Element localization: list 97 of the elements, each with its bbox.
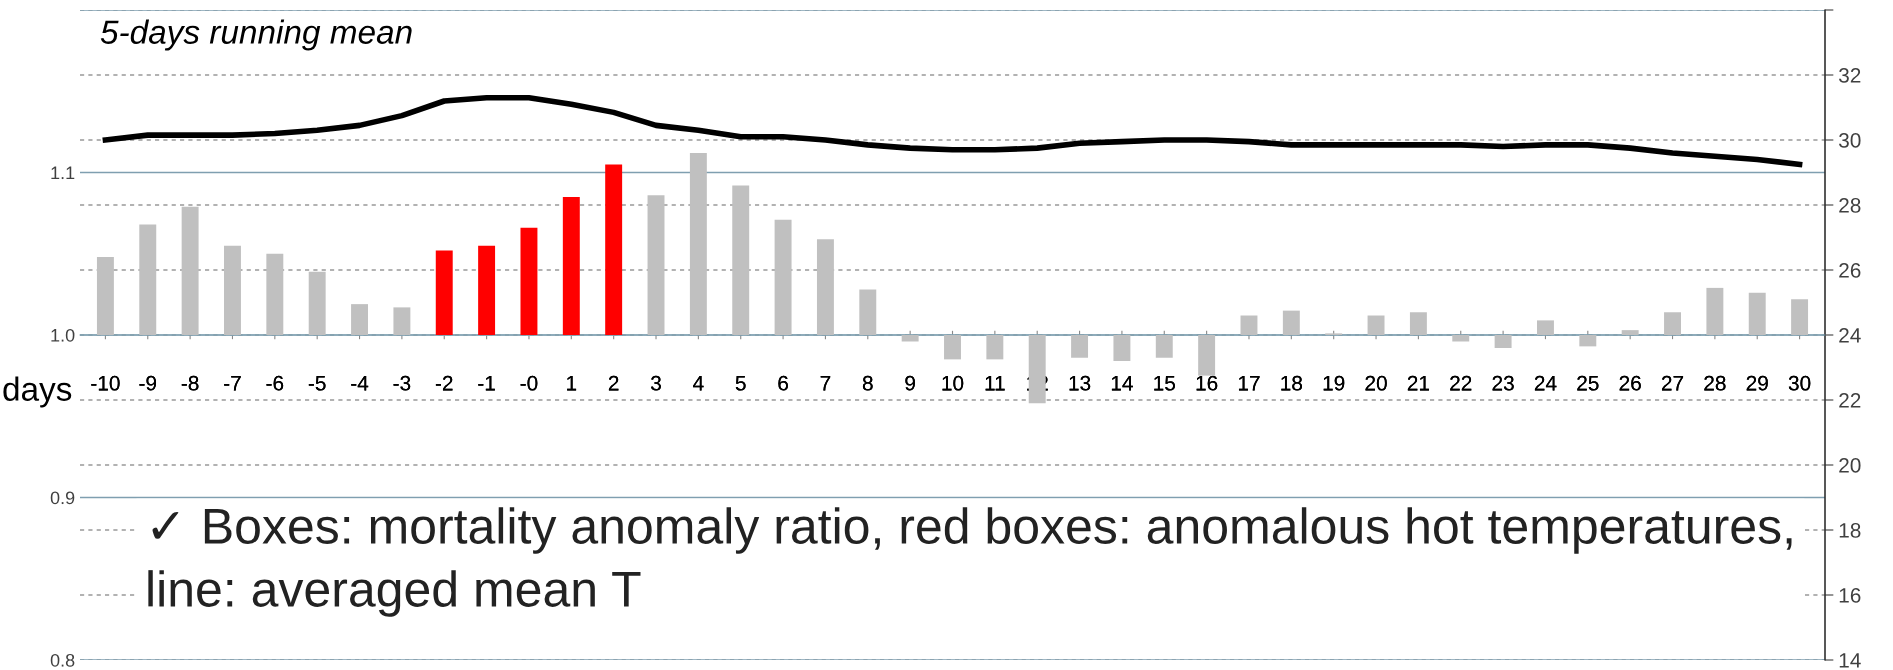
- bar: [139, 224, 157, 335]
- x-tick-label: 25: [1577, 375, 1599, 391]
- bar: [1198, 335, 1216, 376]
- y-tick-label: 0.9: [50, 491, 75, 505]
- x-tick-label: 23: [1492, 375, 1514, 391]
- x-tick-label: 8: [862, 375, 873, 391]
- x-tick-label: -3: [393, 375, 411, 391]
- bar: [1028, 335, 1046, 404]
- bar: [1155, 335, 1173, 358]
- x-tick-label: 27: [1661, 375, 1684, 391]
- bar: [1452, 335, 1470, 342]
- bar: [774, 219, 792, 335]
- y2-tick-label: 14: [1839, 653, 1861, 668]
- bar: [1621, 330, 1639, 335]
- x-tick-label: 5: [735, 376, 746, 391]
- x-tick-label: 26: [1619, 375, 1641, 391]
- bar: [224, 245, 241, 335]
- x-tick-label: 21: [1407, 375, 1429, 391]
- bar: [1494, 335, 1512, 348]
- bar: [435, 250, 453, 335]
- x-tick-label: 2: [608, 375, 619, 391]
- bar: [1409, 312, 1427, 335]
- bar: [1071, 335, 1089, 358]
- bar: [732, 185, 750, 335]
- y2-tick-label: 24: [1839, 328, 1861, 343]
- x-tick-label: 16: [1196, 375, 1218, 391]
- y2-tick-label: 16: [1839, 588, 1861, 603]
- bar: [944, 335, 961, 360]
- x-tick-label: 3: [651, 375, 661, 391]
- x-tick-label: 14: [1111, 376, 1133, 391]
- x-tick-label: 30: [1788, 375, 1811, 391]
- bar: [478, 245, 496, 335]
- x-tick-label: 1: [567, 376, 577, 391]
- bar: [181, 206, 199, 335]
- x-tick-label: 15: [1154, 376, 1175, 391]
- bar: [647, 195, 665, 335]
- bar: [520, 227, 538, 335]
- x-tick-label: 7: [820, 376, 831, 391]
- x-tick-label: -10: [91, 375, 120, 391]
- x-tick-label: 6: [778, 375, 788, 391]
- bar: [1113, 335, 1131, 361]
- bar: [1664, 312, 1681, 335]
- x-tick-label: -0: [520, 375, 538, 391]
- x-tick-label: 10: [942, 375, 964, 391]
- bar: [393, 307, 411, 335]
- bar: [689, 153, 707, 335]
- x-tick-label: 20: [1365, 375, 1387, 391]
- x-tick-label: -5: [308, 376, 326, 391]
- x-tick-label: 4: [693, 376, 704, 391]
- x-tick-label: 24: [1534, 375, 1557, 391]
- bar: [1748, 292, 1766, 335]
- x-tick-label: 19: [1323, 375, 1345, 391]
- bar: [859, 289, 877, 335]
- bar: [1579, 335, 1597, 347]
- bar: [562, 196, 580, 335]
- bar: [1240, 315, 1258, 335]
- y2-tick-label: 20: [1839, 458, 1861, 473]
- bar: [1282, 310, 1300, 335]
- annotation: ✓ Boxes: mortality anomaly ratio, red boxes: anomalous hot temperatures, line: averaged mean T: [148, 507, 1792, 617]
- x-axis-title: days: [3, 376, 72, 408]
- x-tick-label: 9: [905, 375, 915, 391]
- y2-tick-label: 30: [1838, 133, 1861, 148]
- y-tick-label: 1.0: [51, 328, 75, 342]
- y2-tick-label: 28: [1839, 198, 1861, 213]
- y-tick-label: 0.8: [50, 653, 75, 667]
- x-tick-label: -9: [139, 375, 157, 391]
- x-tick-label: -6: [266, 375, 284, 391]
- x-tick-label: 22: [1450, 375, 1472, 391]
- bar: [986, 335, 1004, 360]
- x-tick-label: -7: [224, 376, 241, 391]
- x-tick-label: 11: [985, 376, 1005, 391]
- x-tick-label: -4: [351, 376, 369, 391]
- x-tick-label: 17: [1238, 376, 1260, 391]
- y2-tick-label: 22: [1839, 393, 1861, 408]
- x-tick-label: 28: [1704, 375, 1726, 391]
- y2-tick-label: 32: [1838, 68, 1861, 83]
- chart-title: 5-days running mean: [100, 19, 412, 51]
- bar: [1367, 315, 1385, 335]
- x-tick-label: 13: [1069, 375, 1091, 391]
- bar: [1791, 299, 1809, 335]
- y2-tick-label: 18: [1839, 523, 1861, 538]
- bar: [816, 239, 834, 335]
- x-tick-label: -2: [435, 375, 453, 391]
- x-tick-label: 29: [1746, 375, 1768, 391]
- y-tick-label: 1.1: [51, 166, 75, 180]
- y2-tick-label: 26: [1839, 263, 1861, 278]
- x-tick-label: -8: [181, 375, 199, 391]
- bar: [1536, 320, 1554, 335]
- bar: [351, 304, 369, 335]
- x-tick-label: 18: [1281, 375, 1303, 391]
- bar: [605, 164, 623, 335]
- x-tick-label: -1: [478, 376, 495, 391]
- bar: [308, 271, 326, 335]
- bar: [266, 253, 284, 335]
- bar: [901, 335, 919, 342]
- bar: [1706, 287, 1724, 335]
- bar: [96, 257, 114, 335]
